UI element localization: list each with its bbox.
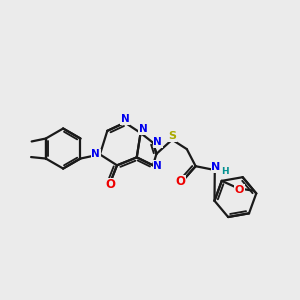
Text: O: O (105, 178, 115, 191)
Text: N: N (92, 149, 100, 159)
Text: O: O (175, 175, 185, 188)
Text: N: N (211, 162, 220, 172)
Text: O: O (235, 185, 244, 195)
Text: N: N (121, 114, 129, 124)
Text: S: S (168, 131, 176, 141)
Text: H: H (221, 167, 228, 176)
Text: N: N (153, 161, 162, 171)
Text: N: N (139, 124, 147, 134)
Text: N: N (153, 137, 162, 147)
